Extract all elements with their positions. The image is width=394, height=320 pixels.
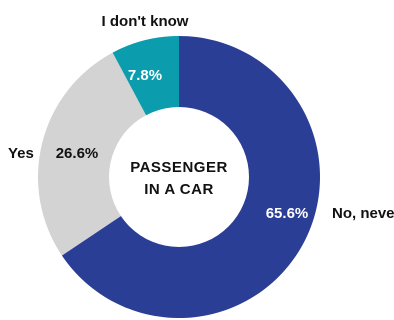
slice-value-label-i-dont-know: 7.8% [128,67,162,84]
donut-hole [109,107,249,247]
center-label-line-1: PASSENGER [130,159,228,176]
center-label-line-2: IN A CAR [144,181,214,198]
slice-value-label-no-never: 65.6% [266,205,309,222]
slice-category-label-yes: Yes [8,145,34,162]
slice-category-label-i-dont-know: I don't know [102,13,189,30]
slice-value-label-yes: 26.6% [56,145,99,162]
slice-category-label-no-never: No, never [332,205,394,222]
slice-yes [37,52,179,256]
